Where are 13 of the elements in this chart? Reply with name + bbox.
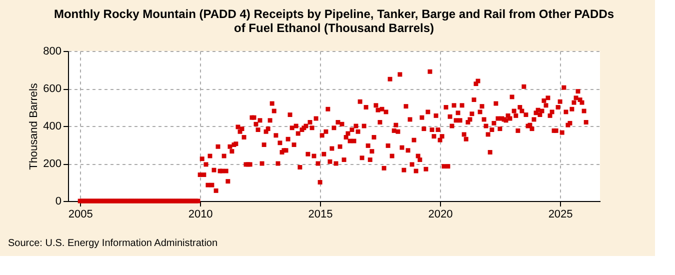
- chart-title: Monthly Rocky Mountain (PADD 4) Receipts by Pipeline, Tanker, Barge and Rail from Other PADDs of Fuel Ethanol (Thousand Barrels): [54, 7, 614, 35]
- source-note: Source: U.S. Energy Information Administration: [8, 238, 218, 249]
- y-tick-label: 0: [55, 196, 62, 208]
- y-axis-title: Thousand Barrels: [28, 82, 40, 170]
- y-tick-label: 200: [43, 158, 62, 170]
- y-tick-label: 800: [43, 46, 62, 58]
- x-tick-label: 2025: [548, 208, 573, 220]
- x-tick-label: 2010: [188, 208, 213, 220]
- y-tick-label: 400: [43, 120, 62, 132]
- x-tick-label: 2015: [308, 208, 333, 220]
- y-tick-label: 600: [43, 83, 62, 95]
- x-tick-label: 2020: [428, 208, 453, 220]
- x-tick-label: 2005: [68, 208, 93, 220]
